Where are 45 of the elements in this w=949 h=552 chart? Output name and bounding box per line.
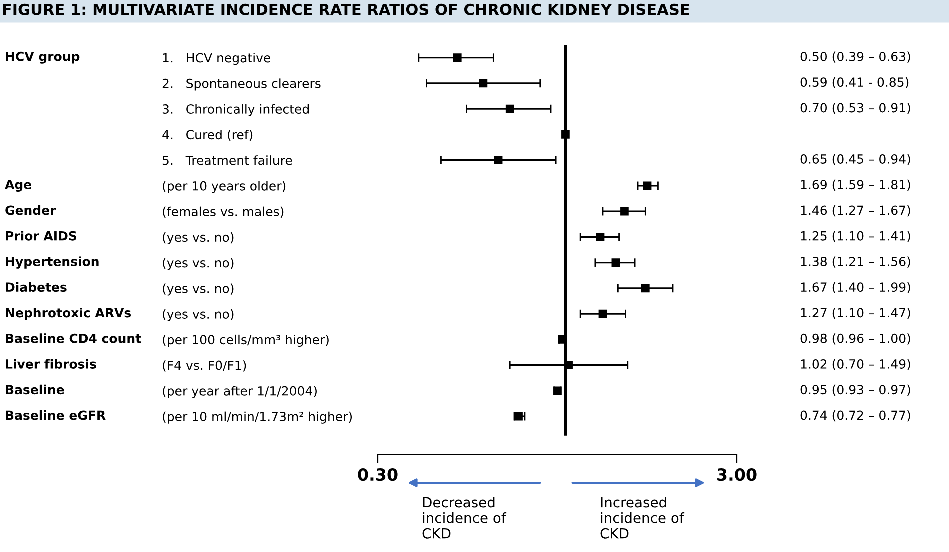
y2-tick-label: HCV group: [6, 52, 80, 64]
data-label: 1.38 (1.21 – 1.56): [801, 256, 910, 268]
y-tick-label: (F4 vs. F0/F1): [163, 360, 246, 372]
y-tick-label: 5. Treatment failure: [162, 156, 292, 166]
y2-tick-label: Gender: [6, 206, 56, 216]
y-tick-label: (per year after 1/1/2004): [163, 386, 317, 398]
y2-tick-label: Baseline: [6, 384, 64, 395]
y-tick-label: (yes vs. no): [163, 258, 234, 270]
y2-tick-label: Hypertension: [6, 256, 99, 269]
y-tick-label: 2. Spontaneous clearers: [162, 78, 321, 91]
y2-tick-label: Nephrotoxic ARVs: [6, 308, 132, 320]
y-tick-label: 1. HCV negative: [163, 53, 270, 66]
data-label: 0.59 (0.41 - 0.85): [800, 77, 909, 89]
y-tick-label: (females vs. males): [163, 206, 284, 218]
y2-tick-label: Baseline CD4 count: [6, 334, 142, 344]
y-tick-label: (per 10 years older): [163, 181, 286, 194]
y-tick-label: (yes vs. no): [163, 309, 234, 322]
x-tick-label: 0.30: [358, 468, 398, 482]
data-label: 1.67 (1.40 – 1.99): [801, 282, 910, 294]
data-label: 1.46 (1.27 – 1.67): [801, 206, 910, 217]
y-tick-label: (yes vs. no): [163, 284, 234, 296]
text: Increased incidence of CKD: [600, 497, 685, 539]
data-label: 1.25 (1.10 – 1.41): [801, 231, 910, 242]
y2-tick-label: Baseline eGFR: [6, 410, 106, 420]
chart-title: FIGURE 1: MULTIVARIATE INCIDENCE RATE RATIOS OF CHRONIC KIDNEY DISEASE: [3, 4, 690, 16]
y2-tick-label: Age: [5, 180, 32, 192]
data-label: 0.65 (0.45 – 0.94): [800, 154, 910, 166]
data-label: 0.95 (0.93 – 0.97): [800, 384, 910, 396]
data-label: 1.69 (1.59 – 1.81): [801, 180, 910, 192]
data-label: 0.70 (0.53 – 0.91): [800, 103, 910, 114]
data-label: 0.74 (0.72 – 0.77): [800, 410, 910, 422]
data-label: 1.02 (0.70 – 1.49): [801, 359, 910, 370]
y-tick-label: 4. Cured (ref): [162, 130, 253, 142]
y-tick-label: 3. Chronically infected: [162, 104, 309, 116]
data-label: 0.50 (0.39 – 0.63): [800, 52, 910, 63]
x-tick-label: 3.00: [718, 468, 757, 482]
y2-tick-label: Prior AIDS: [6, 231, 77, 241]
y-tick-label: (yes vs. no): [163, 232, 234, 245]
data-label: 1.27 (1.10 – 1.47): [801, 308, 910, 320]
y-tick-label: (per 100 cells/mm³ higher): [163, 334, 329, 348]
text: Decreased incidence of CKD: [422, 497, 507, 539]
y2-tick-label: Liver fibrosis: [6, 359, 96, 369]
data-label: 0.98 (0.96 – 1.00): [800, 334, 910, 345]
y-tick-label: (per 10 ml/min/1.73m² higher): [163, 412, 352, 424]
y2-tick-label: Diabetes: [6, 282, 67, 292]
